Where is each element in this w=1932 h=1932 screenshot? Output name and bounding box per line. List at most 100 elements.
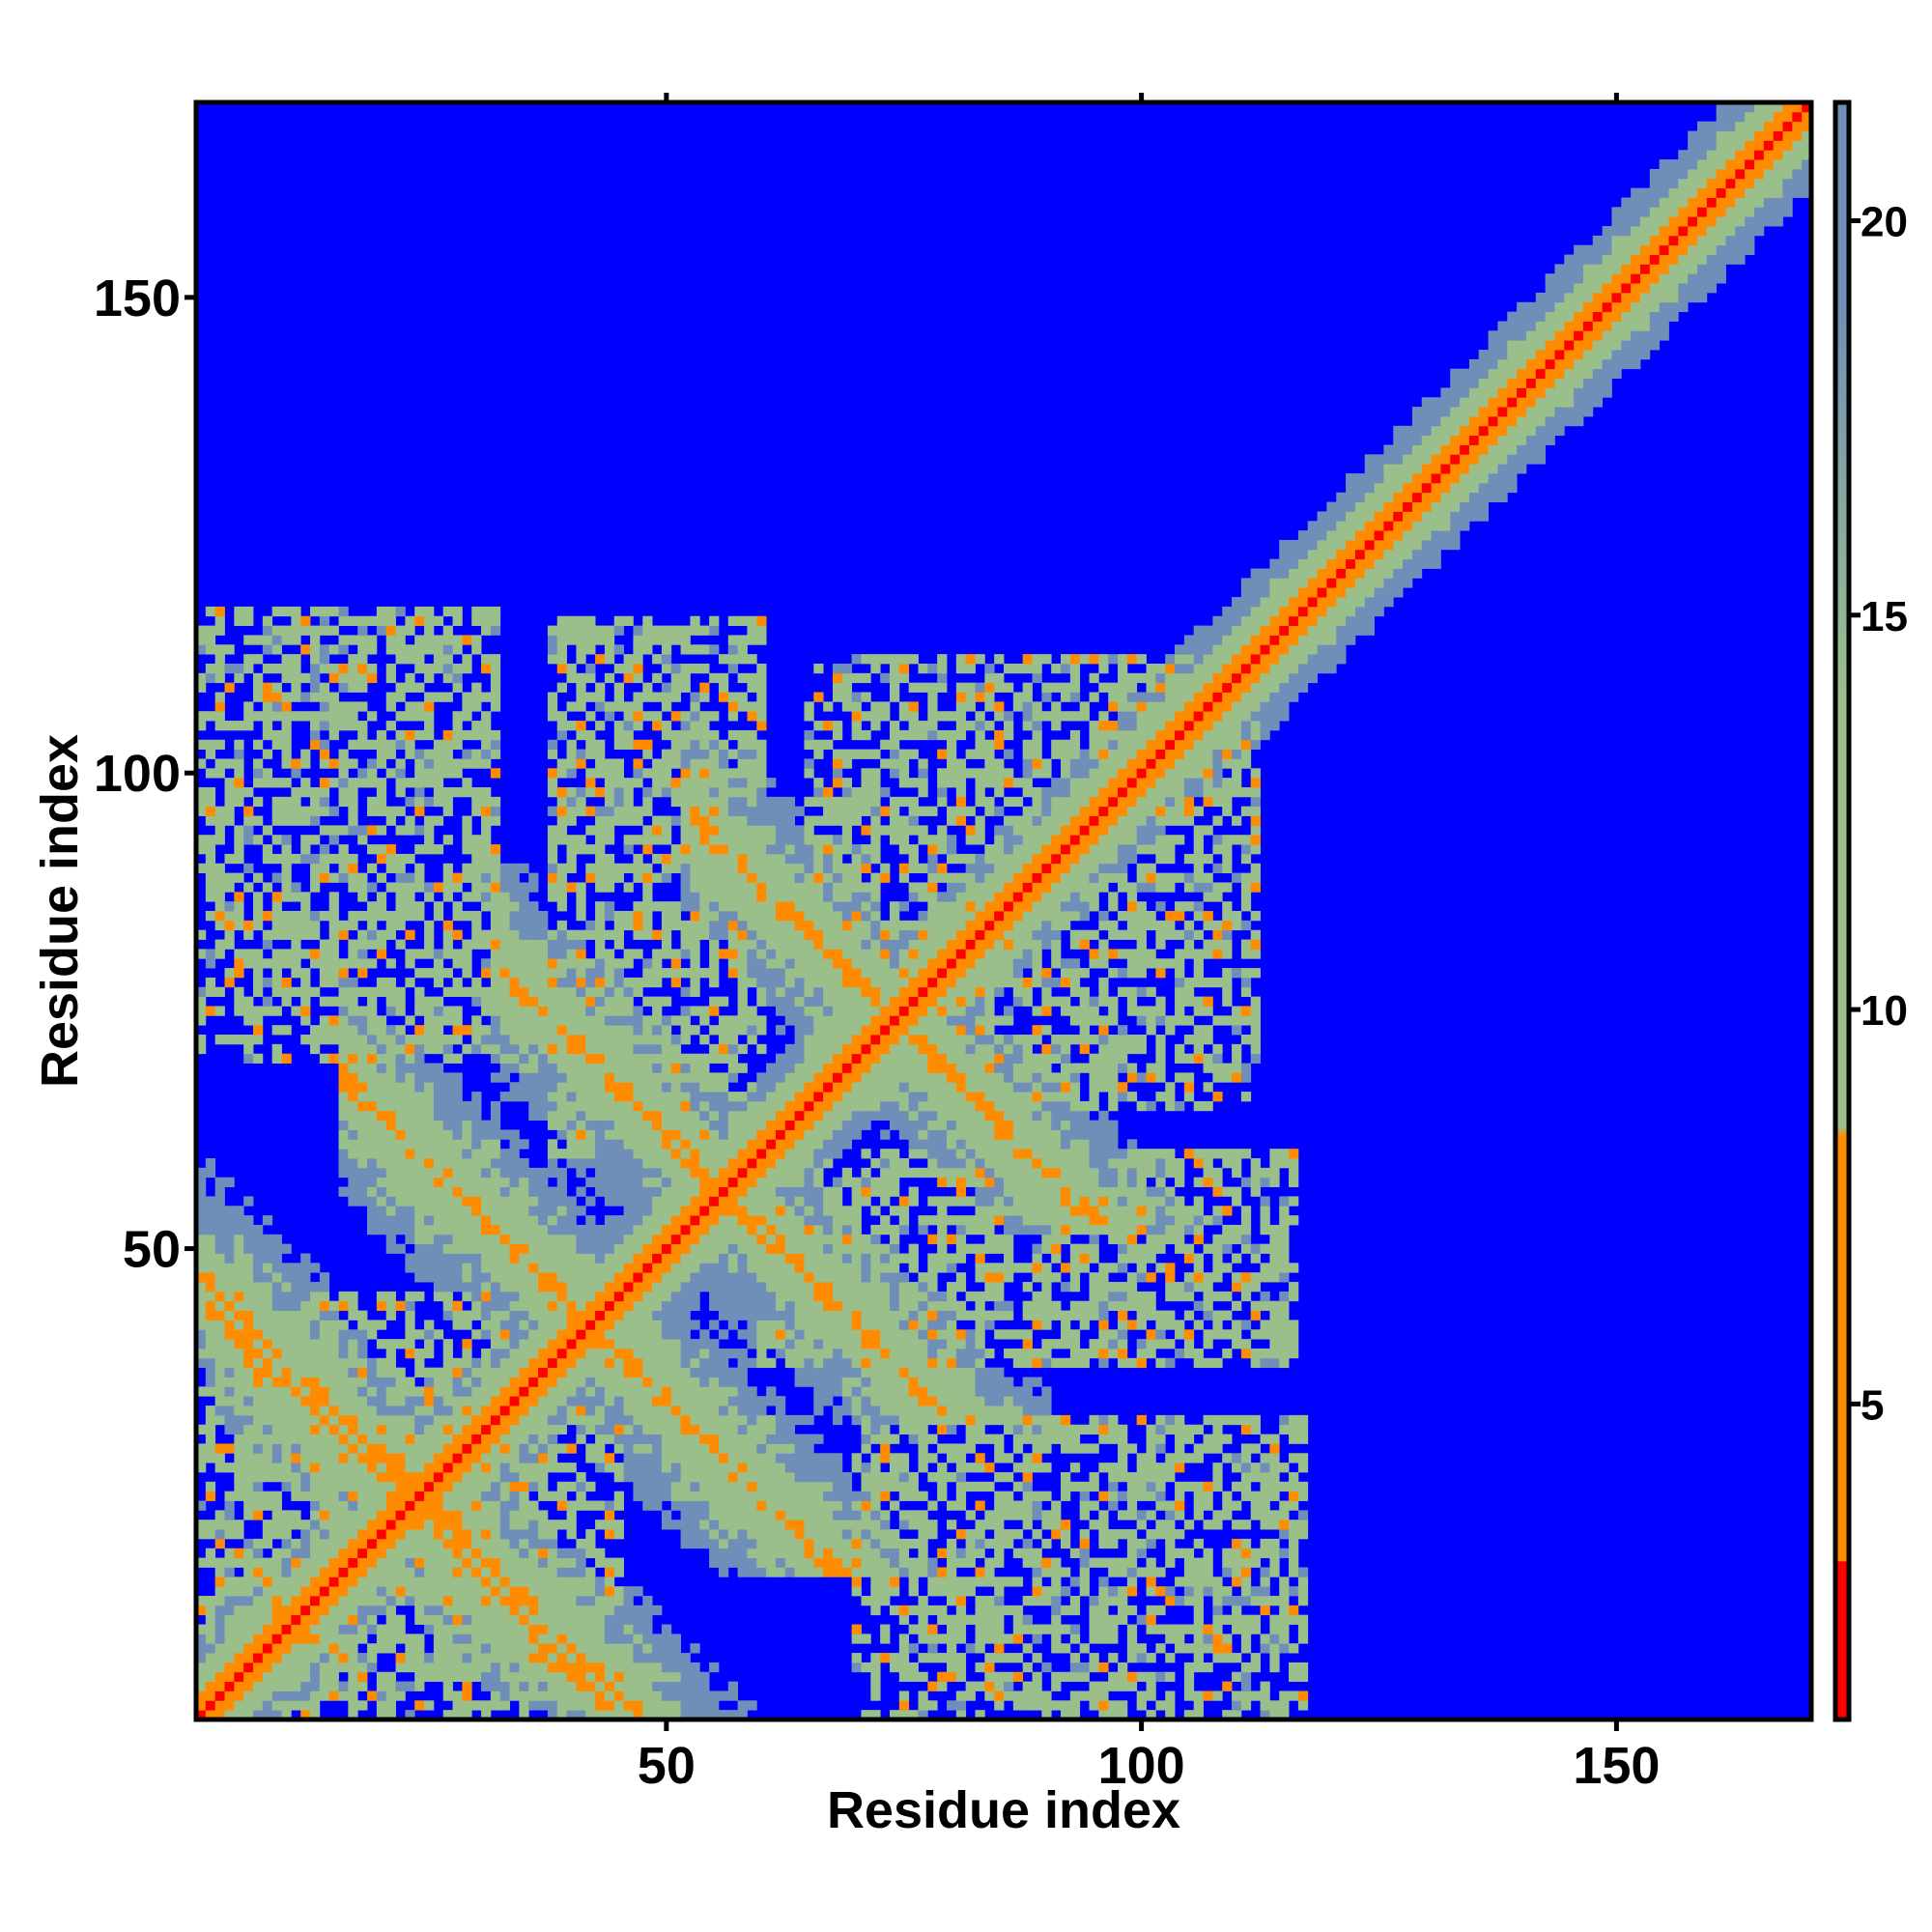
heatmap-cell: [196, 1282, 207, 1293]
heatmap-cell: [442, 1139, 453, 1150]
heatmap-cell: [595, 1586, 606, 1597]
heatmap-cell: [214, 1567, 225, 1577]
heatmap-cell: [376, 1100, 387, 1112]
heatmap-cell: [405, 1263, 415, 1273]
heatmap-cell: [319, 1529, 330, 1540]
heatmap-cell: [271, 1567, 282, 1577]
heatmap-cell: [737, 1167, 748, 1179]
heatmap-cell: [196, 1595, 207, 1606]
heatmap-cell: [566, 1357, 577, 1369]
heatmap-cell: [471, 929, 482, 940]
heatmap-cell: [414, 1414, 425, 1426]
heatmap-cell: [699, 1357, 710, 1369]
heatmap-cell: [452, 1224, 463, 1236]
heatmap-cell: [433, 615, 444, 626]
heatmap-cell: [310, 739, 321, 750]
heatmap-cell: [623, 711, 634, 722]
heatmap-cell: [300, 1481, 311, 1492]
heatmap-cell: [348, 1529, 358, 1540]
heatmap-cell: [670, 1453, 681, 1463]
heatmap-cell: [348, 635, 358, 645]
heatmap-cell: [271, 1700, 282, 1711]
heatmap-cell: [547, 1167, 558, 1179]
heatmap-cell: [291, 1453, 301, 1463]
heatmap-cell: [224, 806, 235, 816]
heatmap-cell: [727, 1690, 739, 1701]
heatmap-cell: [253, 1348, 264, 1359]
heatmap-cell: [385, 1120, 396, 1130]
heatmap-cell: [196, 796, 207, 808]
heatmap-cell: [205, 739, 216, 750]
heatmap-cell: [670, 1320, 681, 1330]
heatmap-cell: [490, 1577, 501, 1587]
heatmap-cell: [348, 882, 358, 893]
heatmap-cell: [310, 1406, 321, 1416]
heatmap-cell: [271, 1595, 282, 1606]
heatmap-cell: [718, 949, 729, 959]
heatmap-cell: [196, 635, 207, 645]
heatmap-cell: [737, 1357, 748, 1369]
heatmap-cell: [670, 1282, 681, 1293]
heatmap-cell: [196, 1643, 207, 1654]
heatmap-cell: [661, 778, 672, 788]
heatmap-cell: [509, 1053, 520, 1064]
heatmap-cell: [585, 1100, 596, 1112]
heatmap-cell: [576, 1595, 586, 1606]
heatmap-cell: [433, 1586, 444, 1597]
heatmap-cell: [376, 1035, 387, 1045]
heatmap-cell: [547, 768, 558, 779]
heatmap-cell: [376, 1481, 387, 1492]
heatmap-cell: [680, 949, 691, 959]
heatmap-cell: [509, 1424, 520, 1435]
heatmap-cell: [348, 1653, 358, 1663]
heatmap-cell: [462, 1557, 472, 1568]
heatmap-cell: [499, 1300, 510, 1311]
heatmap-cell: [727, 835, 739, 845]
heatmap-cell: [481, 1624, 492, 1634]
heatmap-cell: [490, 1690, 501, 1701]
heatmap-cell: [680, 711, 691, 722]
heatmap-cell: [538, 1396, 549, 1406]
heatmap-cell: [604, 806, 615, 816]
heatmap-cell: [699, 778, 710, 788]
heatmap-cell: [604, 1634, 615, 1644]
heatmap-cell: [452, 1015, 463, 1026]
heatmap-cell: [490, 1215, 501, 1226]
heatmap-cell: [490, 1538, 501, 1549]
heatmap-cell: [604, 1424, 615, 1435]
heatmap-cell: [234, 1520, 244, 1530]
heatmap-cell: [604, 1700, 615, 1711]
heatmap-cell: [310, 721, 321, 731]
heatmap-cell: [661, 1653, 672, 1663]
heatmap-cell: [519, 920, 529, 931]
heatmap-cell: [652, 1282, 663, 1293]
heatmap-cell: [442, 1263, 453, 1273]
heatmap-cell: [499, 1567, 510, 1577]
heatmap-cell: [737, 1471, 748, 1483]
heatmap-cell: [528, 1614, 539, 1625]
heatmap-cell: [253, 1243, 264, 1254]
heatmap-cell: [205, 1529, 216, 1540]
heatmap-cell: [357, 663, 368, 674]
heatmap-cell: [319, 692, 330, 702]
heatmap-cell: [196, 1443, 207, 1454]
heatmap-cell: [300, 1710, 311, 1720]
heatmap-cell: [613, 1072, 624, 1083]
heatmap-cell: [680, 1481, 691, 1492]
heatmap-cell: [604, 758, 615, 769]
heatmap-cell: [718, 1253, 729, 1264]
heatmap-cell: [680, 1186, 691, 1197]
heatmap-cell: [633, 701, 643, 712]
heatmap-cell: [462, 1234, 472, 1245]
heatmap-cell: [538, 1481, 549, 1492]
heatmap-cell: [405, 1053, 415, 1064]
heatmap-cell: [300, 1035, 311, 1045]
heatmap-cell: [405, 1443, 415, 1454]
heatmap-cell: [405, 654, 415, 665]
heatmap-cell: [338, 1139, 349, 1150]
heatmap-cell: [499, 911, 510, 922]
heatmap-cell: [481, 929, 492, 940]
heatmap-cell: [604, 1614, 615, 1625]
heatmap-cell: [576, 1053, 586, 1064]
heatmap-cell: [576, 1129, 586, 1140]
